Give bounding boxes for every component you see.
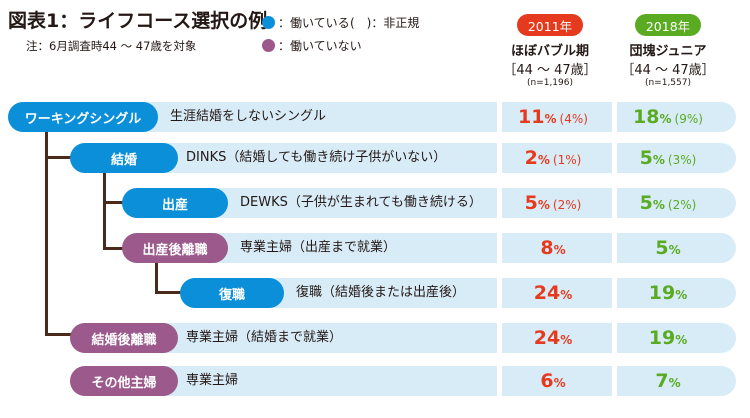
value-irregular: (2%) — [667, 198, 697, 212]
tree-line-to-kekkon — [45, 156, 85, 159]
row-bg-6 — [120, 323, 736, 353]
value-number: 8 — [540, 237, 554, 259]
desc-row-3: DEWKS（子供が生まれても働き続ける） — [240, 195, 482, 210]
percent-sign: % — [560, 333, 573, 347]
purple-dot-icon — [262, 39, 275, 52]
value-number: 5 — [639, 192, 653, 214]
value-2011-row-3: 5% (2%) — [498, 188, 608, 220]
value-irregular: (3%) — [667, 153, 697, 167]
pill-shussan: 出産 — [122, 188, 228, 218]
blue-dot-icon — [262, 16, 275, 29]
percent-sign: % — [553, 376, 566, 390]
value-number: 6 — [540, 370, 554, 392]
value-2011-row-7: 6% — [498, 366, 608, 398]
desc-row-4: 専業主婦（出産まで就業） — [240, 240, 397, 255]
value-2018-row-5: 19% — [613, 278, 723, 310]
value-number: 19 — [648, 327, 676, 349]
desc-row-1: 生涯結婚をしないシングル — [170, 109, 327, 124]
pill-fukushoku: 復職 — [180, 278, 284, 308]
column-name-2018: 団塊ジュニア — [629, 44, 707, 59]
value-2018-row-3: 5% (2%) — [613, 188, 723, 220]
value-2011-row-6: 24% — [498, 323, 608, 355]
legend-working-label: ：働いている — [278, 16, 350, 30]
value-number: 7 — [655, 370, 669, 392]
tree-line-to-shussan — [103, 201, 128, 204]
percent-sign: % — [537, 153, 550, 167]
percent-sign: % — [537, 198, 550, 212]
legend-not-working: ：働いていない — [262, 37, 362, 54]
value-number: 11 — [518, 106, 545, 128]
value-2011-row-5: 24% — [498, 278, 608, 310]
percent-sign: % — [553, 243, 566, 257]
row-bg-5 — [220, 278, 736, 308]
value-number: 24 — [533, 327, 561, 349]
percent-sign: % — [675, 288, 688, 302]
column-n-2018: (n=1,557) — [644, 78, 692, 88]
column-n-2011: (n=1,196) — [526, 78, 574, 88]
pill-kekkongo-rishoku: 結婚後離職 — [70, 323, 178, 353]
year-badge-2011: 2011年 — [517, 14, 583, 36]
value-2018-row-4: 5% — [613, 233, 723, 265]
row-bg-4 — [170, 233, 736, 263]
value-2011-row-4: 8% — [498, 233, 608, 265]
percent-sign: % — [668, 243, 681, 257]
row-bg-3 — [170, 188, 736, 218]
value-number: 18 — [633, 106, 660, 128]
value-2018-row-1: 18% (9%) — [613, 102, 723, 134]
column-header-2011: 2011年 ほぼバブル期 ［44 ～ 47歳］ (n=1,196) — [500, 14, 600, 88]
percent-sign: % — [652, 153, 665, 167]
row-bg-2 — [120, 143, 736, 173]
percent-sign: % — [659, 112, 672, 126]
value-number: 19 — [648, 282, 676, 304]
percent-sign: % — [668, 376, 681, 390]
pill-sonota-shufu: その他主婦 — [70, 366, 178, 396]
column-separator-2 — [612, 100, 617, 400]
legend-irregular-label: ( )：非正規 — [350, 16, 420, 30]
column-header-2018: 2018年 団塊ジュニア ［44 ～ 47歳］ (n=1,557) — [618, 14, 718, 88]
value-number: 24 — [533, 282, 561, 304]
note-text: 注：6月調査時44 ～ 47歳を対象 — [26, 39, 197, 53]
value-2018-row-6: 19% — [613, 323, 723, 355]
value-irregular: (4%) — [559, 112, 588, 126]
value-2018-row-2: 5% (3%) — [613, 143, 723, 175]
tree-line-to-shussango — [103, 247, 128, 250]
year-badge-2018: 2018年 — [635, 14, 701, 36]
page-title: 図表1：ライフコース選択の例 — [8, 10, 268, 32]
legend-irregular: ( )：非正規 — [350, 14, 419, 31]
desc-row-2: DINKS（結婚しても働き続け子供がいない） — [186, 150, 447, 165]
value-number: 2 — [524, 147, 538, 169]
tree-line-to-fukushoku — [155, 291, 185, 294]
value-2011-row-1: 11% (4%) — [498, 102, 608, 134]
value-2011-row-2: 2% (1%) — [498, 143, 608, 175]
value-2018-row-7: 7% — [613, 366, 723, 398]
legend-working: ：働いている — [262, 14, 350, 31]
column-name-2011: ほぼバブル期 — [510, 44, 589, 59]
tree-line-branch2 — [103, 158, 106, 250]
value-number: 5 — [524, 192, 538, 214]
value-irregular: (2%) — [552, 198, 582, 212]
tree-line-to-kekkongo — [45, 333, 85, 336]
tree-line-main — [45, 117, 48, 335]
pill-shussango-rishoku: 出産後離職 — [122, 233, 228, 263]
value-number: 5 — [639, 147, 653, 169]
value-number: 5 — [655, 237, 669, 259]
column-range-2011: ［44 ～ 47歳］ — [503, 63, 597, 78]
legend-not-working-label: ：働いていない — [278, 39, 362, 53]
desc-row-6: 専業主婦（結婚まで就業） — [186, 330, 343, 345]
pill-working-single: ワーキングシングル — [8, 102, 158, 132]
desc-row-7: 専業主婦 — [186, 373, 239, 388]
pill-kekkon: 結婚 — [70, 143, 178, 173]
percent-sign: % — [560, 288, 573, 302]
row-bg-7 — [120, 366, 736, 396]
percent-sign: % — [544, 112, 557, 126]
percent-sign: % — [675, 333, 688, 347]
desc-row-5: 復職（結婚後または出産後） — [296, 285, 466, 300]
tree-line-branch3 — [155, 247, 158, 293]
column-range-2018: ［44 ～ 47歳］ — [621, 63, 715, 78]
percent-sign: % — [652, 198, 665, 212]
value-irregular: (9%) — [674, 112, 703, 126]
value-irregular: (1%) — [552, 153, 582, 167]
column-separator-1 — [497, 100, 502, 400]
row-bg-1 — [100, 102, 736, 132]
